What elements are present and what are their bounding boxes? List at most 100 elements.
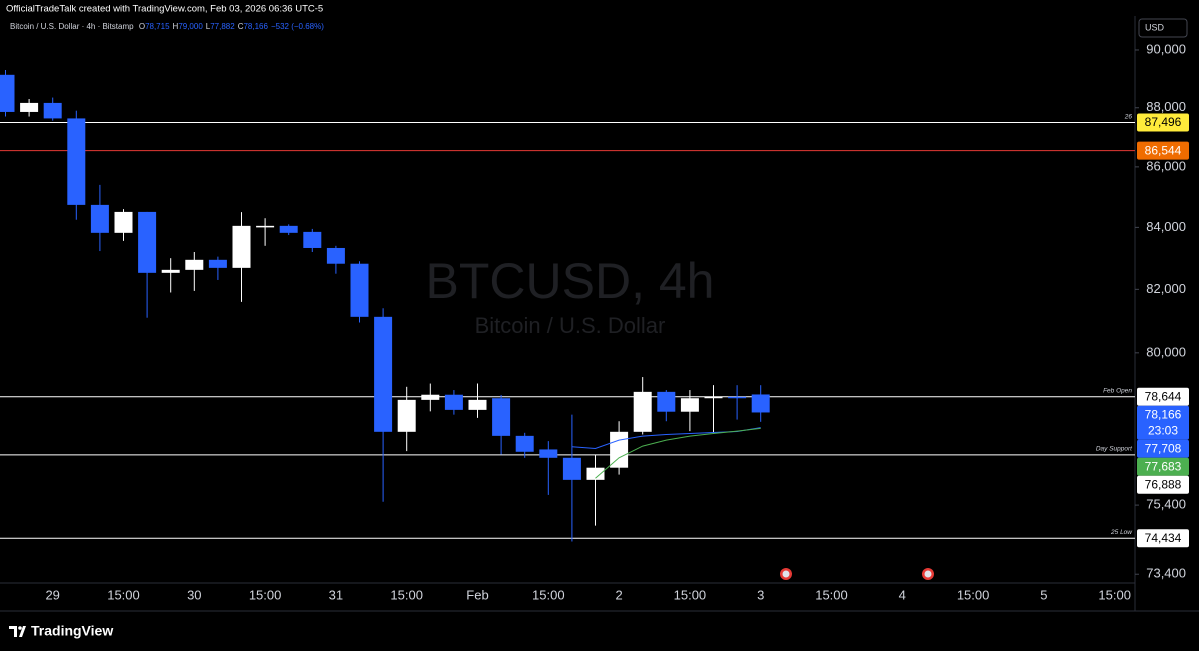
price-tag-label: 77,683	[1145, 459, 1182, 473]
candle-body	[232, 225, 251, 268]
x-tick-label: 15:00	[1098, 587, 1131, 602]
x-tick-label: 4	[899, 587, 906, 602]
price-tag-label: 74,434	[1145, 531, 1182, 545]
price-tag	[1137, 457, 1189, 476]
watermark-ticker: BTCUSD, 4h	[426, 253, 715, 309]
y-tick-label: 73,400	[1146, 566, 1186, 581]
level-name: 26	[1124, 113, 1133, 120]
x-tick-label: 15:00	[957, 587, 990, 602]
x-tick-label: 15:00	[107, 587, 140, 602]
candle-body	[114, 211, 133, 233]
legend-symbol: Bitcoin / U.S. Dollar · 4h · Bitstamp	[10, 22, 134, 31]
y-tick-label: 88,000	[1146, 99, 1186, 114]
legend-value: 79,000	[178, 22, 203, 31]
candle-body	[185, 259, 204, 270]
currency[interactable]: USD	[1145, 22, 1165, 32]
candle-body	[161, 269, 180, 273]
price-tag	[1137, 439, 1189, 458]
x-tick-label: 15:00	[249, 587, 282, 602]
candle-body	[374, 316, 393, 432]
candle-body	[397, 399, 416, 432]
price-tag-countdown: 23:03	[1148, 423, 1178, 437]
candle-body	[562, 457, 581, 480]
event-icon-core[interactable]	[782, 570, 790, 578]
legend-change: −532 (−0.68%)	[271, 22, 324, 31]
ma-line	[595, 427, 761, 479]
candle-body	[728, 396, 747, 399]
candle-body	[680, 398, 699, 412]
price-tag-label: 78,166	[1145, 407, 1182, 421]
price-tag	[1137, 405, 1189, 440]
candle-body	[421, 394, 440, 400]
candle-body	[279, 225, 298, 233]
candle-body	[20, 102, 39, 112]
legend-key: C	[238, 22, 244, 31]
price-tag	[1137, 475, 1189, 494]
level-name: Day Support	[1096, 446, 1133, 453]
y-tick-label: 84,000	[1146, 219, 1186, 234]
price-tag-label: 76,888	[1145, 477, 1182, 491]
x-tick-label: 15:00	[532, 587, 565, 602]
price-tag	[1137, 387, 1189, 406]
legend-value: 77,882	[210, 22, 235, 31]
event-icon[interactable]	[922, 568, 934, 580]
x-tick-label: 15:00	[815, 587, 848, 602]
legend-key: H	[173, 22, 179, 31]
x-tick-label: 5	[1040, 587, 1047, 602]
brand-icon	[9, 626, 26, 637]
level-name: Feb Open	[1103, 388, 1132, 395]
candle-body	[586, 467, 605, 480]
x-tick-label: 15:00	[390, 587, 423, 602]
candle-body	[633, 391, 652, 432]
candle-body	[208, 259, 227, 268]
price-tag-label: 78,644	[1145, 389, 1182, 403]
watermark-description: Bitcoin / U.S. Dollar	[475, 313, 666, 338]
y-tick-label: 90,000	[1146, 41, 1186, 56]
legend: Bitcoin / U.S. Dollar · 4h · Bitstamp O7…	[10, 22, 324, 31]
y-tick-label: 80,000	[1146, 344, 1186, 359]
candle-body	[704, 396, 723, 399]
candle-body	[444, 394, 463, 410]
x-tick-label: 31	[329, 587, 343, 602]
x-tick-label: 3	[757, 587, 764, 602]
candle-body	[657, 391, 676, 412]
candle-body	[492, 398, 511, 436]
price-tag-label: 86,544	[1145, 143, 1182, 157]
candle-body	[303, 231, 322, 248]
candle-body	[67, 118, 86, 205]
event-icon-core[interactable]	[924, 570, 932, 578]
candle-body	[751, 394, 770, 413]
x-tick-label: 30	[187, 587, 201, 602]
price-tag	[1137, 529, 1189, 548]
y-tick-label: 86,000	[1146, 158, 1186, 173]
candle-body	[43, 102, 62, 119]
legend-key: O	[139, 22, 145, 31]
candle-body	[610, 431, 629, 468]
currency-box[interactable]	[1138, 18, 1188, 38]
legend-value: 78,715	[145, 22, 170, 31]
brand-logo	[9, 626, 26, 637]
price-tag	[1137, 113, 1189, 132]
candle-body	[326, 247, 345, 264]
legend-value: 78,166	[243, 22, 268, 31]
level-name: 25 Low	[1110, 529, 1133, 536]
x-tick-label: 15:00	[674, 587, 707, 602]
y-tick-label: 75,400	[1146, 497, 1186, 512]
candle-body	[138, 211, 157, 273]
brand: TradingView	[31, 623, 113, 639]
candle-body	[350, 263, 369, 317]
price-tag	[1137, 141, 1189, 160]
x-tick-label: 2	[615, 587, 622, 602]
x-tick-label: 29	[45, 587, 59, 602]
candle-body	[468, 399, 487, 410]
candle-body	[515, 435, 534, 452]
price-tag-label: 87,496	[1145, 115, 1182, 129]
price-tag-label: 77,708	[1145, 441, 1182, 455]
candle-body	[90, 204, 109, 233]
brand-icon-dot	[18, 626, 22, 630]
candle-body	[539, 449, 558, 458]
event-icon[interactable]	[780, 568, 792, 580]
